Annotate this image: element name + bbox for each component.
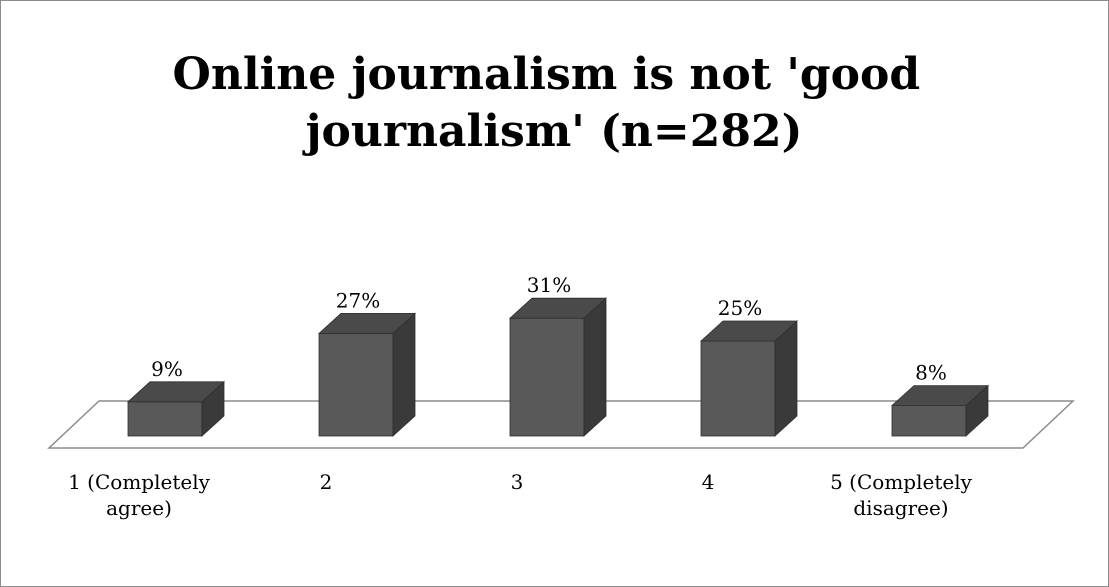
data-label-5: 8% xyxy=(915,361,947,385)
category-label-4: 4 xyxy=(702,470,715,494)
bar-front-5 xyxy=(891,405,967,437)
bar-top-3 xyxy=(508,297,608,319)
bar-top-5 xyxy=(890,385,990,407)
chart-title-line-2: journalism' (n=282) xyxy=(302,106,803,157)
category-label-5: 5 (Completely disagree) xyxy=(830,470,972,520)
bar-2 xyxy=(317,312,417,437)
data-label-2: 27% xyxy=(336,288,380,312)
bar-top-4 xyxy=(699,320,799,342)
category-label-3: 3 xyxy=(511,470,524,494)
bar-4 xyxy=(699,320,799,437)
bar-front-2 xyxy=(318,332,394,437)
bar-side-2 xyxy=(392,312,416,437)
chart-title: Online journalism is not 'good journalis… xyxy=(173,49,936,157)
bar-front-3 xyxy=(509,317,585,437)
data-label-3: 31% xyxy=(527,273,571,297)
category-label-1: 1 (Completely agree) xyxy=(68,470,210,520)
bar-top-2 xyxy=(317,312,417,334)
bar-3 xyxy=(508,297,608,437)
bar-front-4 xyxy=(700,340,776,437)
chart-title-line-1: Online journalism is not 'good xyxy=(173,49,921,100)
bar-side-3 xyxy=(583,297,607,437)
data-label-1: 9% xyxy=(151,357,183,381)
data-labels-group: 9% 27% 31% 25% 8% xyxy=(151,273,947,384)
category-labels-group: 1 (Completely agree) 2 3 4 5 (Completely disag… xyxy=(68,470,972,520)
category-label-2: 2 xyxy=(320,470,333,494)
data-label-4: 25% xyxy=(718,296,762,320)
bars-group xyxy=(126,297,990,437)
bar-1 xyxy=(126,380,226,437)
bar-5 xyxy=(890,384,990,437)
bar-front-1 xyxy=(127,401,203,437)
bar-top-1 xyxy=(126,381,226,403)
